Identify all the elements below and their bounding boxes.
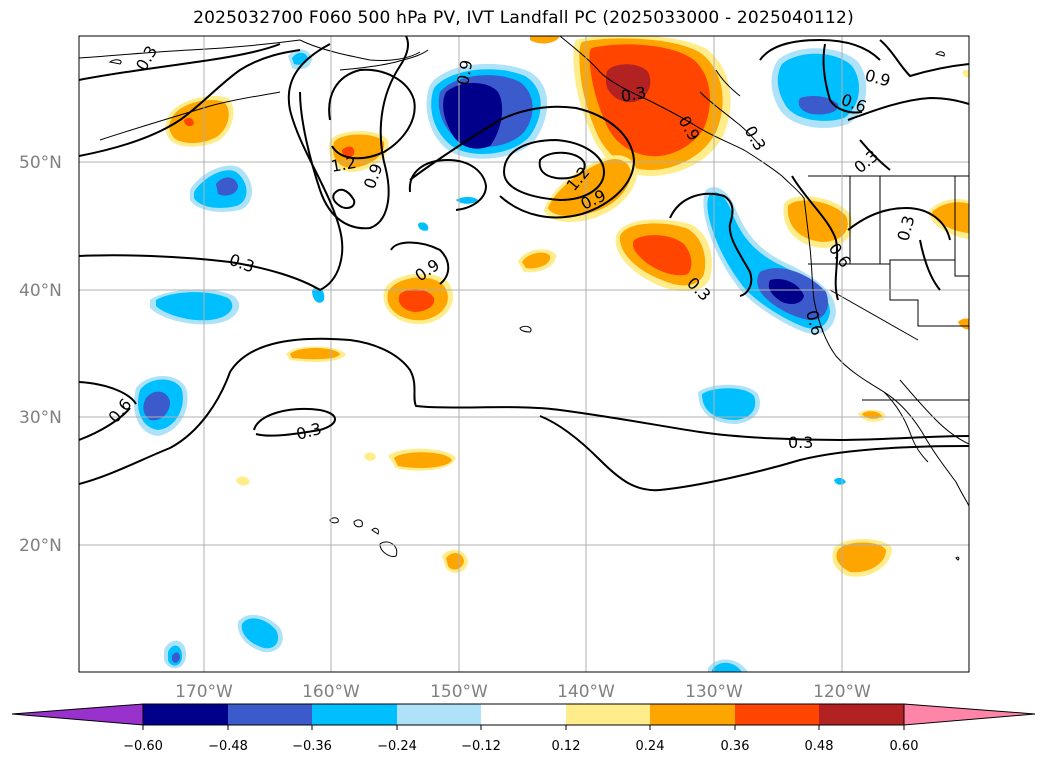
colorbar-tick: 0.48 xyxy=(805,739,834,754)
lat-label-30n: 30°N xyxy=(19,408,62,428)
neg-anomaly-south-4 xyxy=(834,477,846,485)
colorbar-tick: −0.12 xyxy=(461,739,501,754)
colorbar-tick: −0.48 xyxy=(208,739,248,754)
colorbar-tick: 0.60 xyxy=(890,739,919,754)
colorbar-tick: 0.12 xyxy=(552,739,581,754)
pos-anomaly-small-157w-27n xyxy=(364,452,376,461)
lon-label-140w: 140°W xyxy=(557,682,615,702)
pos-anomaly-small-top-right xyxy=(962,69,969,78)
colorbar-tick: −0.60 xyxy=(123,739,163,754)
lon-label-130w: 130°W xyxy=(685,682,743,702)
colorbar-bin xyxy=(819,704,904,725)
lat-label-40n: 40°N xyxy=(19,281,62,301)
contour-label: 0.3 xyxy=(619,83,647,106)
colorbar-tick: −0.24 xyxy=(377,739,417,754)
coastlines xyxy=(79,36,969,561)
lon-label-170w: 170°W xyxy=(175,682,233,702)
pv-contours xyxy=(79,36,969,492)
neg-anomaly-small-4 xyxy=(418,222,429,231)
latitude-labels: 50°N 40°N 30°N 20°N xyxy=(19,153,62,556)
map-title: 2025032700 F060 500 hPa PV, IVT Landfall… xyxy=(193,8,854,28)
pos-anomaly-small-top xyxy=(530,36,560,44)
colorbar: −0.60 −0.48 −0.36 −0.24 −0.12 0.12 0.24 … xyxy=(11,703,1036,754)
lon-label-160w: 160°W xyxy=(302,682,360,702)
colorbar-bin xyxy=(228,704,312,725)
map-area: 0.3 0.9 1.2 0.9 0.3 0.9 0.3 0.6 0.9 0.6 … xyxy=(79,36,969,672)
pos-anomaly-small-right-edge xyxy=(958,318,969,330)
colorbar-bin xyxy=(143,704,228,725)
neg-anomaly-small-3 xyxy=(456,197,478,204)
contour-label: 0.3 xyxy=(788,433,813,452)
contour-label: 0.9 xyxy=(453,58,476,86)
neg-anomaly-small-2 xyxy=(312,287,325,303)
positive-pv-anomalies xyxy=(165,36,969,577)
pos-anomaly-small-168w-25n xyxy=(236,476,250,486)
colorbar-bin xyxy=(312,704,397,725)
lon-label-120w: 120°W xyxy=(813,682,871,702)
lat-label-50n: 50°N xyxy=(19,153,62,173)
colorbar-extend-low xyxy=(11,703,144,726)
colorbar-bin xyxy=(650,704,735,725)
map-frame xyxy=(78,35,970,673)
graticule xyxy=(79,36,969,672)
longitude-labels: 170°W 160°W 150°W 140°W 130°W 120°W xyxy=(175,682,871,702)
contour-label: 1.2 xyxy=(329,153,357,176)
colorbar-bin xyxy=(566,704,650,725)
lat-label-20n: 20°N xyxy=(19,536,62,556)
lon-label-150w: 150°W xyxy=(430,682,488,702)
colorbar-tick: 0.24 xyxy=(636,739,665,754)
colorbar-bin xyxy=(735,704,819,725)
colorbar-bin xyxy=(481,704,566,725)
colorbar-bin xyxy=(397,704,481,725)
colorbar-tick: 0.36 xyxy=(721,739,750,754)
colorbar-tick: −0.36 xyxy=(292,739,332,754)
negative-pv-anomalies xyxy=(134,48,867,672)
colorbar-extend-high xyxy=(903,703,1036,726)
